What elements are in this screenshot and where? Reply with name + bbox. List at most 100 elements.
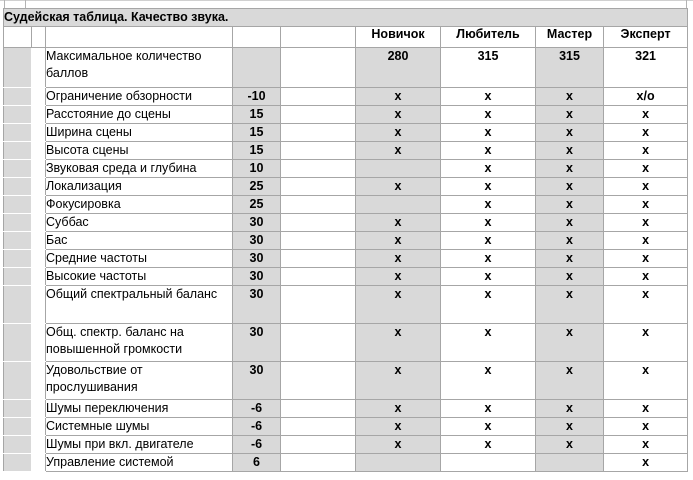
- points-cell[interactable]: 25: [232, 177, 281, 196]
- points-cell[interactable]: -6: [232, 417, 281, 436]
- spacer-cell[interactable]: [280, 123, 356, 142]
- mark-cell-master[interactable]: х: [535, 361, 604, 400]
- points-cell[interactable]: [232, 47, 281, 88]
- mark-cell-master[interactable]: х: [535, 323, 604, 362]
- mark-cell-master[interactable]: х: [535, 177, 604, 196]
- mark-cell-novice[interactable]: х: [355, 267, 441, 286]
- mark-cell-novice[interactable]: х: [355, 399, 441, 418]
- mark-cell-master[interactable]: х: [535, 417, 604, 436]
- mark-cell-amateur[interactable]: х: [440, 195, 536, 214]
- mark-cell-amateur[interactable]: х: [440, 285, 536, 324]
- criterion-label-cell[interactable]: Локализация: [45, 177, 233, 196]
- points-header-cell[interactable]: [232, 26, 281, 48]
- spacer-cell[interactable]: [280, 195, 356, 214]
- points-cell[interactable]: -6: [232, 399, 281, 418]
- criterion-label-cell[interactable]: Общий спектральный баланс: [45, 285, 233, 324]
- spacer-cell[interactable]: [280, 249, 356, 268]
- mark-cell-novice[interactable]: х: [355, 87, 441, 106]
- criterion-label-cell[interactable]: Шумы переключения: [45, 399, 233, 418]
- points-cell[interactable]: 30: [232, 249, 281, 268]
- criterion-label-cell[interactable]: Средние частоты: [45, 249, 233, 268]
- mark-cell-novice[interactable]: [355, 159, 441, 178]
- mark-cell-master[interactable]: х: [535, 159, 604, 178]
- mark-cell-amateur[interactable]: х: [440, 267, 536, 286]
- mark-cell-master[interactable]: х: [535, 87, 604, 106]
- mark-cell-expert[interactable]: х: [602, 213, 689, 232]
- spacer-cell[interactable]: [280, 285, 356, 324]
- spacer-cell[interactable]: [280, 267, 356, 286]
- criterion-label-cell[interactable]: Высота сцены: [45, 141, 233, 160]
- spacer-cell[interactable]: [280, 47, 356, 88]
- spacer-cell[interactable]: [280, 399, 356, 418]
- points-cell[interactable]: 30: [232, 323, 281, 362]
- mark-cell-expert[interactable]: х: [602, 361, 689, 400]
- mark-cell-master[interactable]: х: [535, 195, 604, 214]
- criterion-label-cell[interactable]: Высокие частоты: [45, 267, 233, 286]
- column-header-novice[interactable]: Новичок: [355, 26, 441, 48]
- spacer-cell[interactable]: [280, 87, 356, 106]
- mark-cell-master[interactable]: х: [535, 123, 604, 142]
- points-cell[interactable]: 15: [232, 105, 281, 124]
- mark-cell-master[interactable]: 315: [535, 47, 604, 88]
- mark-cell-amateur[interactable]: х: [440, 213, 536, 232]
- mark-cell-novice[interactable]: х: [355, 417, 441, 436]
- mark-cell-novice[interactable]: х: [355, 105, 441, 124]
- spacer-cell[interactable]: [280, 105, 356, 124]
- points-cell[interactable]: 6: [232, 453, 281, 472]
- mark-cell-expert[interactable]: 321: [602, 47, 689, 88]
- mark-cell-amateur[interactable]: х: [440, 87, 536, 106]
- table-title[interactable]: Судейская таблица. Качество звука.: [2, 8, 689, 27]
- mark-cell-novice[interactable]: х: [355, 123, 441, 142]
- criterion-label-cell[interactable]: Удовольствие от прослушивания: [45, 361, 233, 400]
- criterion-label-cell[interactable]: Расстояние до сцены: [45, 105, 233, 124]
- criteria-header-cell[interactable]: [45, 26, 233, 48]
- mark-cell-novice[interactable]: х: [355, 231, 441, 250]
- mark-cell-novice[interactable]: х: [355, 435, 441, 454]
- mark-cell-amateur[interactable]: х: [440, 231, 536, 250]
- column-header-master[interactable]: Мастер: [535, 26, 604, 48]
- spacer-cell[interactable]: [280, 417, 356, 436]
- mark-cell-amateur[interactable]: х: [440, 323, 536, 362]
- mark-cell-expert[interactable]: х: [602, 159, 689, 178]
- mark-cell-master[interactable]: х: [535, 399, 604, 418]
- points-cell[interactable]: 25: [232, 195, 281, 214]
- spacer-cell[interactable]: [280, 213, 356, 232]
- mark-cell-expert[interactable]: х: [602, 177, 689, 196]
- mark-cell-master[interactable]: х: [535, 249, 604, 268]
- spacer-cell[interactable]: [280, 141, 356, 160]
- mark-cell-expert[interactable]: х: [602, 453, 689, 472]
- criterion-label-cell[interactable]: Шумы при вкл. двигателе: [45, 435, 233, 454]
- spacer-cell[interactable]: [280, 453, 356, 472]
- mark-cell-expert[interactable]: х: [602, 399, 689, 418]
- mark-cell-master[interactable]: х: [535, 231, 604, 250]
- mark-cell-novice[interactable]: х: [355, 141, 441, 160]
- mark-cell-novice[interactable]: х: [355, 249, 441, 268]
- mark-cell-amateur[interactable]: х: [440, 177, 536, 196]
- mark-cell-expert[interactable]: х: [602, 195, 689, 214]
- mark-cell-novice[interactable]: х: [355, 177, 441, 196]
- points-cell[interactable]: 30: [232, 267, 281, 286]
- spacer-cell[interactable]: [280, 361, 356, 400]
- spacer-cell[interactable]: [280, 323, 356, 362]
- criterion-label-cell[interactable]: Общ. спектр. баланс на повышенной громко…: [45, 323, 233, 362]
- criterion-label-cell[interactable]: Бас: [45, 231, 233, 250]
- mark-cell-expert[interactable]: х: [602, 249, 689, 268]
- mark-cell-expert[interactable]: х: [602, 417, 689, 436]
- mark-cell-expert[interactable]: х: [602, 323, 689, 362]
- mark-cell-amateur[interactable]: х: [440, 123, 536, 142]
- mark-cell-novice[interactable]: х: [355, 361, 441, 400]
- mark-cell-master[interactable]: х: [535, 141, 604, 160]
- points-cell[interactable]: 30: [232, 231, 281, 250]
- mark-cell-amateur[interactable]: х: [440, 417, 536, 436]
- mark-cell-expert[interactable]: х: [602, 141, 689, 160]
- mark-cell-amateur[interactable]: [440, 453, 536, 472]
- mark-cell-amateur[interactable]: х: [440, 159, 536, 178]
- mark-cell-expert[interactable]: х: [602, 105, 689, 124]
- mark-cell-master[interactable]: х: [535, 435, 604, 454]
- mark-cell-expert[interactable]: х: [602, 285, 689, 324]
- mark-cell-master[interactable]: х: [535, 213, 604, 232]
- mark-cell-amateur[interactable]: х: [440, 435, 536, 454]
- mark-cell-expert[interactable]: х: [602, 123, 689, 142]
- mark-cell-expert[interactable]: х/о: [602, 87, 689, 106]
- points-cell[interactable]: 15: [232, 123, 281, 142]
